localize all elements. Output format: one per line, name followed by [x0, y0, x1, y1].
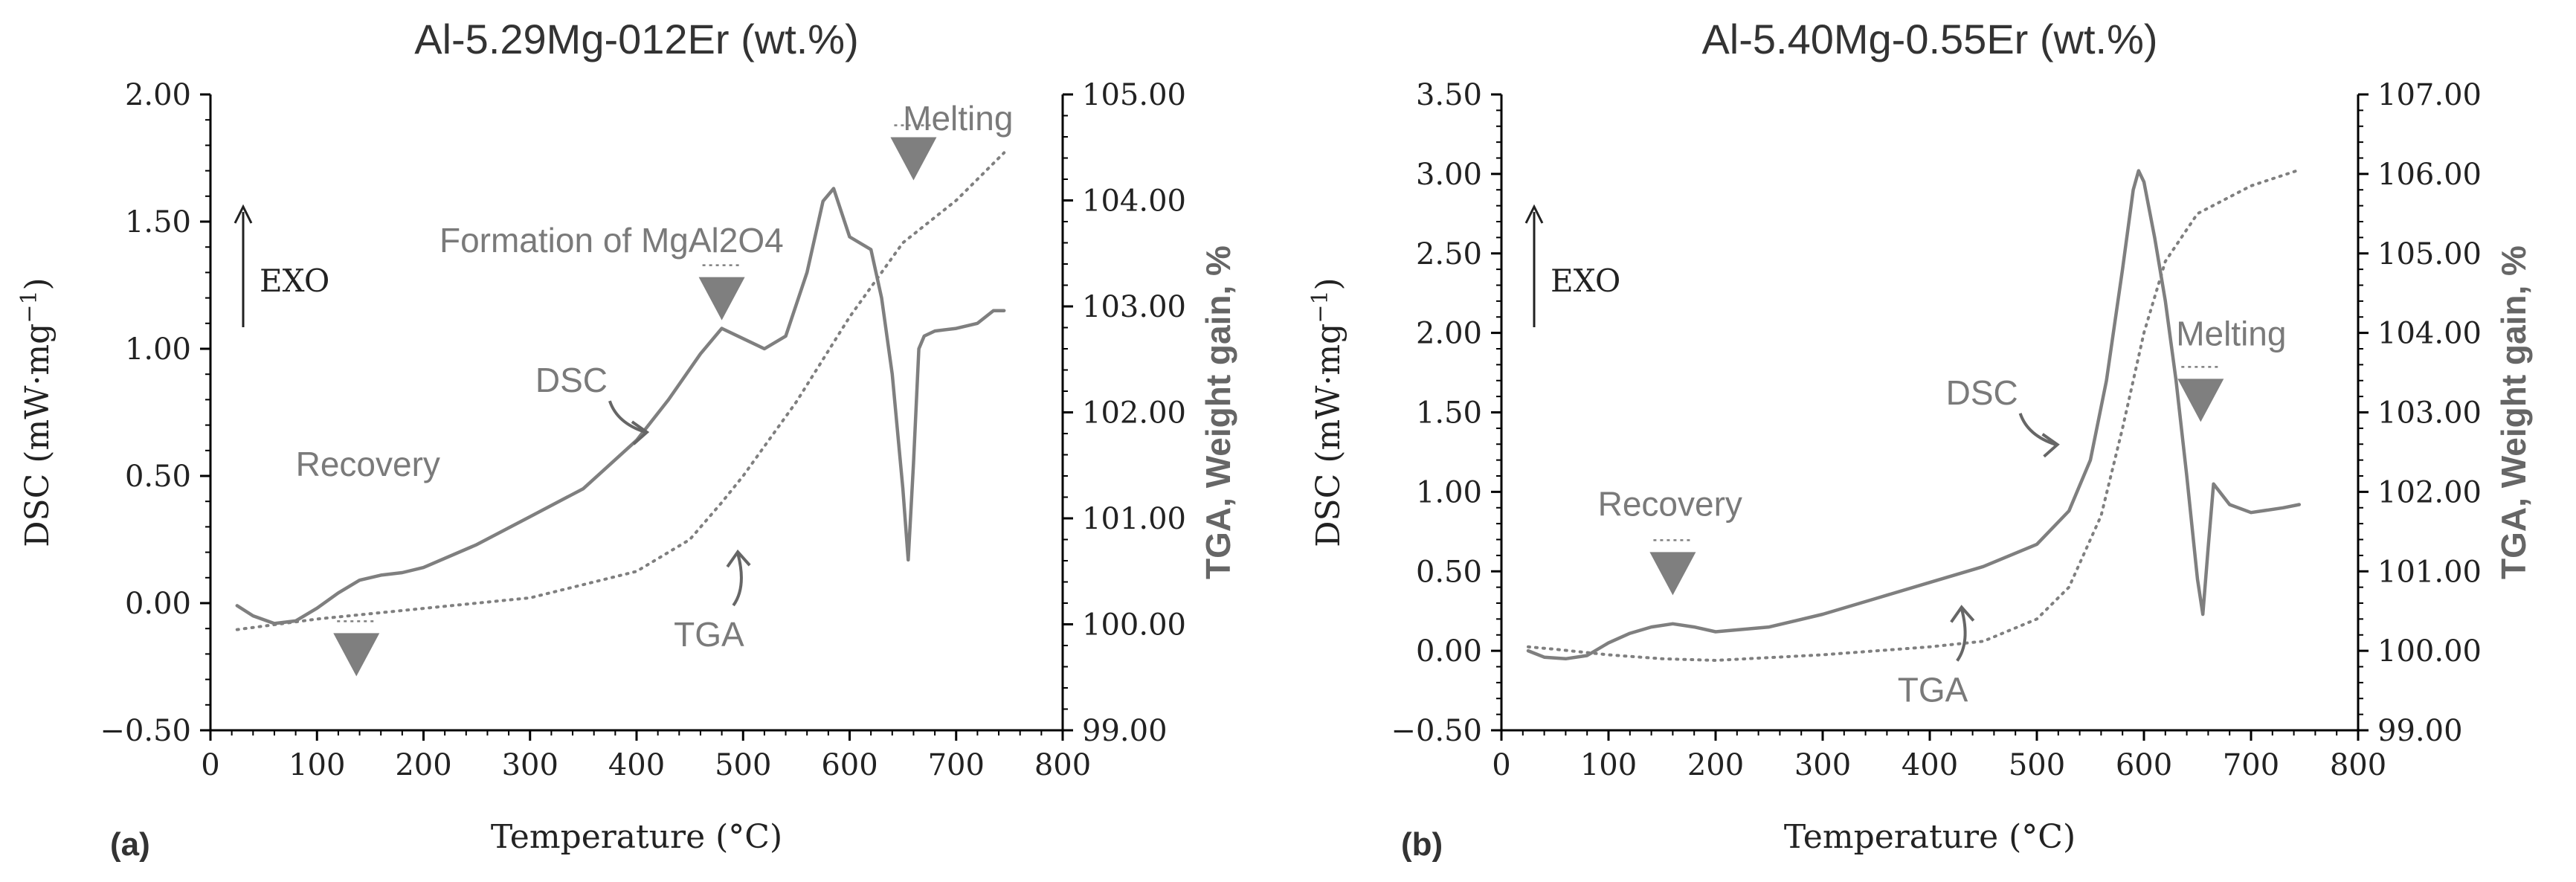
y2-axis-title: TGA, Weight gain, % [2494, 245, 2533, 579]
y2-tick-label: 104.00 [1082, 184, 1186, 219]
x-tick-label: 700 [928, 748, 985, 782]
exo-arrow-head [1524, 204, 1544, 224]
chart-panel-a: 0 100 200 300 400 500 600 700 800 −0.50 0.00 0.50 1.… [16, 16, 1237, 863]
y-tick-label: −0.50 [100, 714, 191, 748]
x-tick-label: 0 [1492, 748, 1510, 782]
y-tick-label: 2.50 [1416, 237, 1482, 271]
x-tick-label: 700 [2223, 748, 2279, 782]
dsc-pointer-arrow [2018, 413, 2057, 446]
y-axis-title-exponent: −1 [16, 290, 42, 323]
annotation-formation-of-mgal2o4: Formation of MgAl2O4 [439, 221, 784, 260]
annotation-tga: TGA [674, 615, 744, 654]
y2-tick-label: 101.00 [1082, 502, 1186, 536]
y-tick-label: −0.50 [1391, 714, 1482, 748]
y2-tick-label: 101.00 [2377, 555, 2482, 589]
series-dsc-line [235, 187, 1006, 625]
x-tick-label: 200 [1687, 748, 1744, 782]
y-axis-title-suffix: ) [19, 277, 57, 290]
y-tick-label: 3.00 [1416, 158, 1482, 192]
x-tick-label: 600 [2116, 748, 2172, 782]
x-tick-label: 300 [502, 748, 558, 782]
y2-tick-label: 107.00 [2377, 78, 2482, 112]
x-tick-label: 600 [821, 748, 878, 782]
x-axis-title: Temperature (°C) [1784, 818, 2076, 856]
x-tick-label: 400 [1902, 748, 1958, 782]
y2-tick-label: 103.00 [2377, 396, 2482, 431]
x-tick-label: 100 [1580, 748, 1637, 782]
y-tick-label: 1.50 [125, 205, 191, 239]
y2-tick-label: 105.00 [1082, 78, 1186, 112]
x-tick-label: 200 [395, 748, 451, 782]
y2-tick-label: 99.00 [1082, 714, 1168, 748]
y-axis-title-main: DSC (mW·mg [19, 323, 57, 547]
annotation-recovery: Recovery [1598, 484, 1742, 523]
panel-label: (a) [110, 826, 150, 863]
y2-tick-label: 106.00 [2377, 158, 2482, 192]
y2-tick-label: 102.00 [2377, 475, 2482, 509]
y2-tick-label: 99.00 [2377, 714, 2463, 748]
x-tick-label: 0 [201, 748, 219, 782]
y-tick-label: 1.00 [1416, 475, 1482, 509]
tga-pointer-arrow [732, 553, 743, 607]
y-tick-label: 0.50 [1416, 555, 1482, 589]
x-tick-label: 800 [1034, 748, 1091, 782]
x-tick-label: 800 [2330, 748, 2386, 782]
chart-panel-b: 0 100 200 300 400 500 600 700 800 −0.50 0.00 0.50 1.… [1307, 16, 2533, 863]
y2-tick-label: 100.00 [1082, 608, 1186, 643]
triangle-marker [2177, 379, 2224, 422]
y2-tick-label: 100.00 [2377, 634, 2482, 669]
exo-label: EXO [1551, 263, 1620, 299]
y-axis-title: DSC (mW·mg−1) [16, 277, 57, 547]
y-axis-title-exponent: −1 [1307, 290, 1333, 323]
annotation-recovery: Recovery [296, 445, 440, 483]
series-tga-line [1527, 168, 2301, 662]
triangle-marker [333, 633, 380, 677]
y-tick-label: 0.50 [125, 460, 191, 494]
annotation-tga: TGA [1898, 671, 1968, 709]
y2-axis-title: TGA, Weight gain, % [1199, 245, 1237, 579]
exo-label: EXO [260, 263, 329, 299]
annotation-dsc: DSC [1946, 373, 2018, 412]
tga-pointer-arrow [1956, 608, 1967, 662]
x-tick-label: 400 [608, 748, 665, 782]
exo-arrow-head [234, 204, 253, 224]
tga-pointer-arrow-head [1950, 605, 1975, 623]
y2-tick-label: 103.00 [1082, 290, 1186, 324]
x-tick-label: 300 [1794, 748, 1851, 782]
annotation-melting: Melting [903, 99, 1013, 138]
tga-pointer-arrow-head [726, 549, 751, 568]
y-axis-title: DSC (mW·mg−1) [1307, 277, 1347, 547]
y2-tick-label: 105.00 [2377, 237, 2482, 271]
y2-tick-label: 104.00 [2377, 317, 2482, 351]
y-axis-title-main: DSC (mW·mg [1310, 323, 1347, 547]
chart-title: Al-5.29Mg-012Er (wt.%) [414, 16, 859, 62]
x-tick-label: 500 [2009, 748, 2065, 782]
x-axis-title: Temperature (°C) [491, 818, 782, 856]
triangle-marker [890, 137, 937, 181]
x-tick-label: 500 [715, 748, 771, 782]
series-dsc-line [1526, 169, 2302, 661]
y-tick-label: 3.50 [1416, 78, 1482, 112]
annotation-dsc: DSC [535, 361, 608, 399]
y-tick-label: 0.00 [1416, 634, 1482, 669]
chart-title: Al-5.40Mg-0.55Er (wt.%) [1701, 16, 2157, 62]
triangle-marker [1649, 552, 1696, 596]
triangle-marker [698, 277, 745, 321]
dsc-pointer-arrow-head [631, 420, 650, 445]
y-tick-label: 1.00 [125, 332, 191, 367]
y-axis-title-suffix: ) [1310, 277, 1347, 290]
y-tick-label: 2.00 [125, 78, 191, 112]
y-tick-label: 2.00 [1416, 317, 1482, 351]
dsc-pointer-arrow [608, 400, 646, 434]
y-tick-label: 1.50 [1416, 396, 1482, 431]
y-tick-label: 0.00 [125, 587, 191, 621]
annotation-melting: Melting [2176, 315, 2286, 353]
series-tga-line [235, 151, 1006, 631]
panel-label: (b) [1401, 826, 1443, 863]
dsc-pointer-arrow-head [2041, 433, 2060, 458]
y2-tick-label: 102.00 [1082, 396, 1186, 431]
x-tick-label: 100 [289, 748, 345, 782]
